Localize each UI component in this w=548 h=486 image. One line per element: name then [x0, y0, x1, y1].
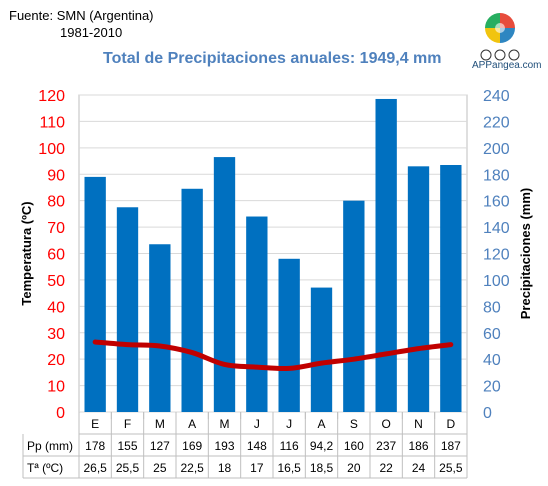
table-cell: 169: [182, 439, 202, 453]
precipitation-bar: [407, 166, 430, 412]
month-label: S: [350, 417, 358, 431]
month-label: O: [381, 417, 390, 431]
period-label: 1981-2010: [60, 25, 123, 40]
right-tick-label: 100: [483, 273, 510, 290]
precipitation-bar: [310, 287, 333, 412]
table-cell: 22,5: [180, 461, 204, 475]
table-cell: 186: [408, 439, 428, 453]
precipitation-bar: [246, 216, 268, 412]
brand-label: APPangea.com: [472, 60, 542, 71]
left-tick-label: 110: [39, 114, 65, 131]
temperature-line: [92, 339, 454, 372]
left-tick-label: 60: [47, 247, 65, 264]
month-label: A: [317, 417, 325, 431]
left-tick-label: 30: [47, 326, 65, 343]
left-tick-label: 80: [47, 194, 65, 211]
left-tick-label: 70: [47, 220, 65, 237]
table-cell: 17: [250, 461, 264, 475]
table-cell: 26,5: [83, 461, 107, 475]
right-tick-label: 0: [483, 405, 492, 422]
table-row-label: Tª (ºC): [27, 461, 63, 475]
right-tick-label: 240: [483, 88, 510, 105]
month-label: D: [446, 417, 455, 431]
right-tick-label: 220: [483, 114, 510, 131]
left-tick-label: 0: [56, 405, 65, 422]
left-axis-title: Temperatura (ºC): [19, 201, 34, 305]
table-cell: 160: [344, 439, 364, 453]
table-cell: 148: [247, 439, 267, 453]
table-cell: 24: [412, 461, 426, 475]
right-tick-label: 160: [483, 194, 510, 211]
precipitation-bar: [278, 258, 300, 412]
source-label: Fuente: SMN (Argentina): [9, 8, 154, 23]
right-tick-label: 60: [483, 326, 501, 343]
precipitation-bar: [84, 176, 106, 412]
table-cell: 18,5: [310, 461, 334, 475]
right-tick-label: 140: [483, 220, 510, 237]
right-tick-label: 40: [483, 352, 501, 369]
right-tick-label: 120: [483, 247, 510, 264]
precipitation-bar: [181, 188, 203, 412]
table-cell: 116: [280, 439, 299, 453]
precipitation-bar: [375, 98, 397, 413]
left-tick-label: 90: [47, 167, 65, 184]
appangea-logo: [480, 13, 520, 61]
precipitation-bar: [213, 157, 236, 412]
table-cell: 127: [150, 439, 170, 453]
month-label: M: [155, 417, 165, 431]
table-cell: 22: [379, 461, 393, 475]
precipitation-bar: [116, 207, 139, 412]
month-label: J: [286, 417, 292, 431]
table-cell: 187: [441, 439, 461, 453]
left-tick-label: 120: [38, 88, 65, 105]
right-tick-label: 80: [483, 299, 501, 316]
left-tick-label: 20: [47, 352, 65, 369]
table-cell: 237: [376, 439, 396, 453]
table-cell: 20: [347, 461, 361, 475]
table-cell: 16,5: [277, 461, 301, 475]
table-cell: 25: [153, 461, 167, 475]
table-cell: 94,2: [310, 439, 334, 453]
table-cell: 25,5: [439, 461, 463, 475]
right-tick-label: 200: [483, 141, 510, 158]
month-label: F: [124, 417, 131, 431]
month-label: E: [91, 417, 99, 431]
table-cell: 193: [214, 439, 234, 453]
table-cell: 155: [117, 439, 137, 453]
right-tick-label: 180: [483, 167, 510, 184]
table-cell: 18: [218, 461, 232, 475]
table-row-label: Pp (mm): [27, 439, 73, 453]
left-tick-label: 10: [47, 379, 65, 396]
table-cell: 25,5: [116, 461, 140, 475]
right-axis-title: Precipitaciones (mm): [518, 188, 533, 320]
chart-title: Total de Precipitaciones anuales: 1949,4…: [103, 50, 442, 67]
left-tick-label: 50: [47, 273, 65, 290]
precipitation-bar: [440, 165, 462, 412]
precipitation-bar: [149, 244, 171, 412]
month-label: A: [188, 417, 196, 431]
month-label: M: [220, 417, 230, 431]
month-label: N: [414, 417, 423, 431]
precipitation-bar: [343, 200, 365, 412]
left-tick-label: 40: [47, 299, 65, 316]
month-label: J: [254, 417, 260, 431]
left-tick-label: 100: [38, 141, 65, 158]
table-cell: 178: [85, 439, 105, 453]
right-tick-label: 20: [483, 379, 501, 396]
